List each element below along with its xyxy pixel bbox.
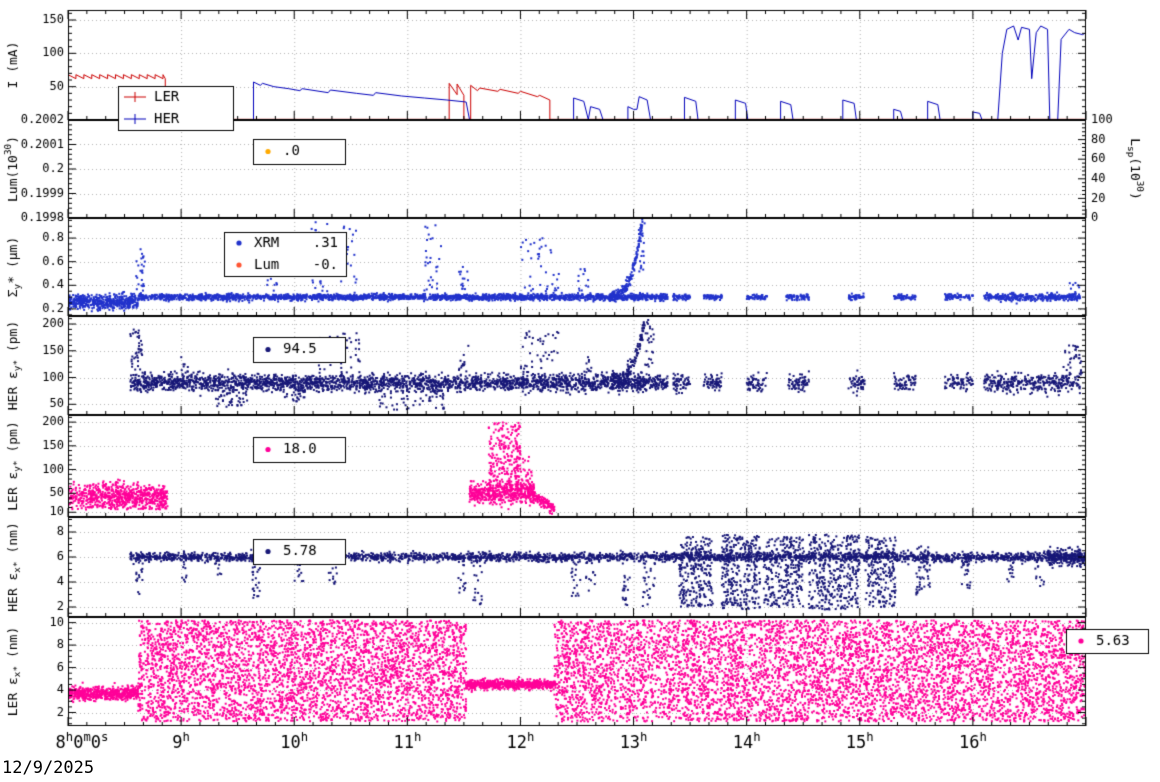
- date-label: 12/9/2025: [2, 758, 95, 778]
